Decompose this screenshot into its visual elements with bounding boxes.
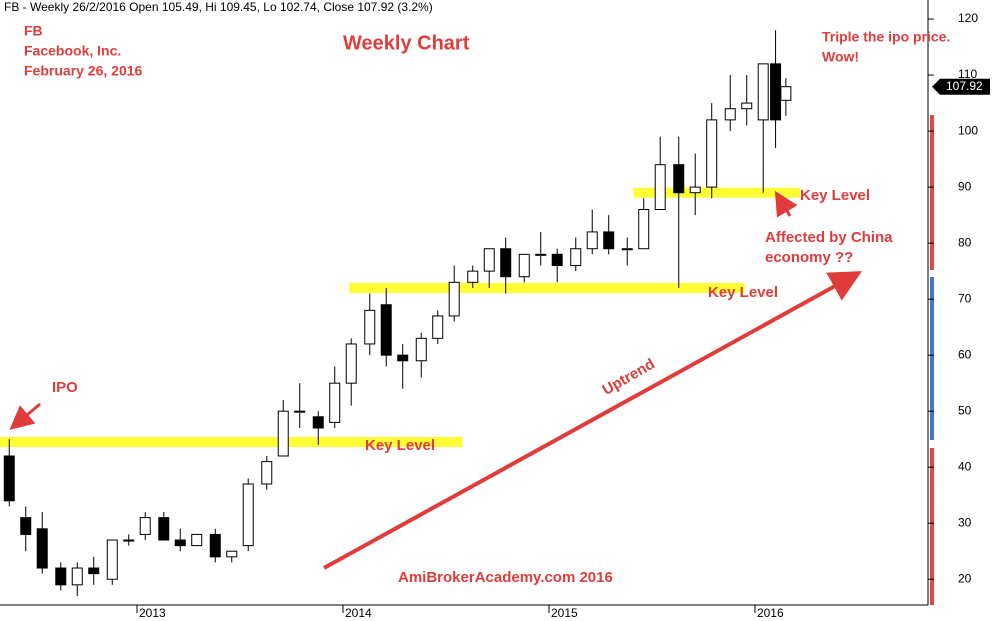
candle-body (654, 164, 666, 211)
candle-body (174, 539, 186, 547)
candle-body (570, 248, 582, 267)
candle-body (380, 304, 392, 356)
y-tick-label: 80 (958, 235, 972, 249)
candle-body (500, 248, 512, 278)
candle-body (294, 410, 306, 413)
candle-body (36, 528, 48, 569)
last-price-label: 107.92 (946, 79, 983, 93)
candle-body (770, 63, 782, 121)
annotation: Triple the ipo price. (822, 29, 950, 45)
candle-body (757, 63, 769, 121)
x-tick-label: 2016 (757, 606, 784, 620)
y-tick-label: 70 (958, 291, 972, 305)
candle-body (226, 550, 238, 558)
key-level-label: Key Level (708, 284, 778, 301)
y-tick-label: 90 (958, 179, 972, 193)
candle-body (329, 382, 341, 423)
candle-body (586, 231, 598, 250)
candle-body (71, 567, 83, 586)
candle-body (312, 416, 324, 429)
y-tick-label: 30 (958, 515, 972, 529)
annotation: Affected by China (765, 229, 893, 246)
header: FB - Weekly 26/2/2016 Open 105.49, Hi 10… (4, 0, 433, 14)
y-tick-label: 50 (958, 403, 972, 417)
candle-body (432, 315, 444, 339)
candle-body (483, 248, 495, 272)
candle-body (621, 248, 633, 251)
candle-body (638, 209, 650, 250)
candle-body (261, 461, 273, 485)
key-level-label: Key Level (365, 437, 435, 454)
candle-body (209, 533, 221, 558)
candle-body (673, 164, 685, 194)
candle-body (415, 337, 427, 362)
annotation: economy ?? (765, 249, 853, 266)
annotation: AmiBrokerAcademy.com 2016 (398, 569, 613, 586)
key-level-band (0, 436, 463, 447)
x-tick-label: 2013 (139, 606, 166, 620)
candle-body (364, 309, 376, 345)
candle-body (242, 483, 254, 547)
annotation: Wow! (822, 49, 859, 65)
candle-body (724, 108, 736, 121)
arrow (9, 402, 41, 430)
candle-body (689, 186, 701, 194)
indicator-bar (930, 277, 934, 440)
arrow (323, 271, 863, 570)
y-tick-label: 60 (958, 347, 972, 361)
candle-body (277, 410, 289, 457)
candle-body (345, 343, 357, 384)
candle-body (106, 539, 118, 580)
y-tick-label: 110 (958, 67, 977, 81)
candle-body (467, 270, 479, 283)
candle-body (158, 517, 170, 541)
chart-title: Weekly Chart (343, 32, 470, 54)
annotation: IPO (52, 379, 78, 396)
x-tick-label: 2015 (551, 606, 578, 620)
y-tick-label: 40 (958, 459, 972, 473)
candle-body (706, 119, 718, 188)
candle-body (741, 102, 753, 110)
candle-body (551, 253, 563, 267)
candle-body (191, 533, 203, 547)
annotation: FB (24, 23, 43, 39)
candle-body (397, 354, 409, 362)
indicator-bar (930, 115, 934, 270)
annotation: Facebook, Inc. (24, 43, 121, 59)
key-level-label: Key Level (800, 187, 870, 204)
y-tick-label: 120 (958, 11, 978, 25)
candle-body (780, 86, 792, 101)
y-tick-label: 20 (958, 571, 972, 585)
x-tick-label: 2014 (345, 606, 372, 620)
y-tick-label: 100 (958, 123, 978, 137)
indicator-bar (930, 448, 934, 605)
candle-body (20, 517, 32, 535)
last-price-box (932, 78, 990, 95)
candle-body (3, 455, 15, 502)
candle-body (535, 253, 547, 256)
candle-body (603, 231, 615, 250)
candle-body (448, 281, 460, 317)
candle-body (55, 567, 67, 586)
key-level-band (349, 282, 745, 293)
key-level-band (633, 187, 801, 198)
candle-body (518, 253, 530, 278)
candle-body (139, 517, 151, 535)
arrow (774, 190, 798, 218)
annotation: February 26, 2016 (24, 63, 143, 79)
candle-body (123, 539, 135, 542)
candle-body (88, 567, 100, 575)
